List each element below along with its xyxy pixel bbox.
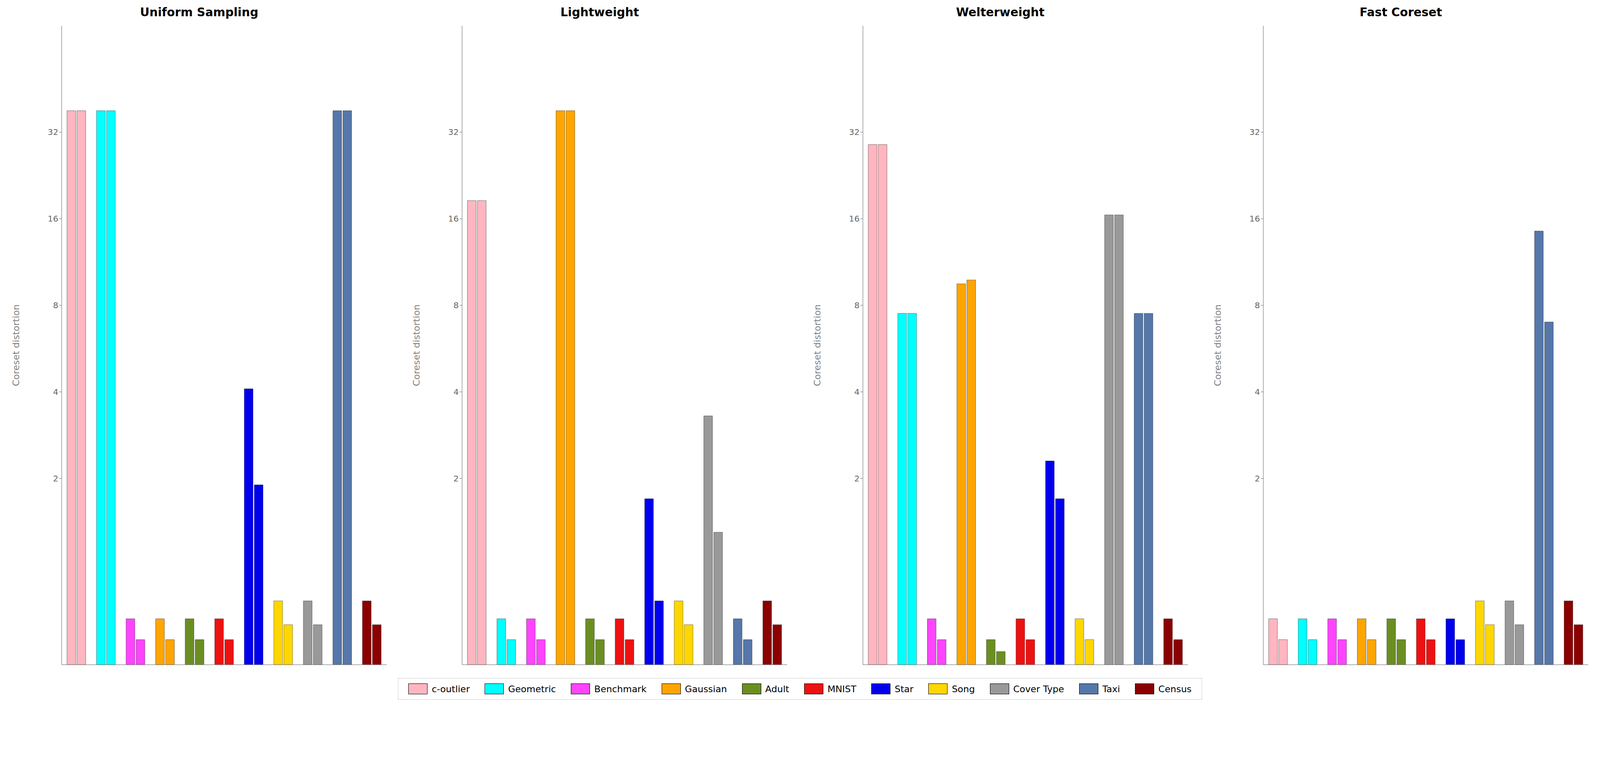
svg-text:8: 8 <box>52 300 59 311</box>
html-text:Uniform Sampling: Uniform Sampling <box>140 5 259 20</box>
svg-text:4: 4 <box>1254 387 1260 398</box>
svg-text:Coreset distortion: Coreset distortion <box>811 304 823 387</box>
html-text:Fast Coreset: Fast Coreset <box>1359 5 1443 20</box>
html-text:Lightweight: Lightweight <box>560 5 639 20</box>
svg-text:8: 8 <box>453 300 460 311</box>
svg-text:8: 8 <box>854 300 860 311</box>
svg-text:16: 16 <box>448 213 459 224</box>
svg-text:Coreset distortion: Coreset distortion <box>411 304 422 387</box>
svg-text:16: 16 <box>848 213 860 224</box>
html-text:Star: Star <box>894 683 914 695</box>
html-text:Adult: Adult <box>765 683 790 695</box>
svg-text:2: 2 <box>52 473 59 484</box>
svg-text:2: 2 <box>854 473 860 484</box>
svg-text:16: 16 <box>1249 213 1260 224</box>
html-text:Taxi: Taxi <box>1102 683 1121 695</box>
html-text:Welterweight: Welterweight <box>956 5 1045 20</box>
svg-text:Coreset distortion: Coreset distortion <box>10 304 22 387</box>
svg-text:8: 8 <box>1254 300 1260 311</box>
html-text:c-outlier: c-outlier <box>431 683 470 695</box>
svg-text:32: 32 <box>448 127 459 138</box>
svg-text:2: 2 <box>453 473 460 484</box>
svg-text:Coreset distortion: Coreset distortion <box>1212 304 1223 387</box>
svg-text:32: 32 <box>848 127 860 138</box>
svg-text:16: 16 <box>47 213 59 224</box>
html-text:Geometric: Geometric <box>508 683 556 695</box>
html-text:MNIST: MNIST <box>827 683 857 695</box>
html-text:Gaussian: Gaussian <box>684 683 727 695</box>
svg-text:2: 2 <box>1254 473 1260 484</box>
svg-text:4: 4 <box>52 387 59 398</box>
html-text:Song: Song <box>951 683 975 695</box>
svg-text:4: 4 <box>453 387 460 398</box>
svg-text:32: 32 <box>1249 127 1260 138</box>
svg-text:4: 4 <box>854 387 860 398</box>
html-text:Cover Type: Cover Type <box>1013 683 1065 695</box>
html-text:Benchmark: Benchmark <box>594 683 647 695</box>
html-text:Census: Census <box>1158 683 1192 695</box>
svg-text:32: 32 <box>47 127 59 138</box>
